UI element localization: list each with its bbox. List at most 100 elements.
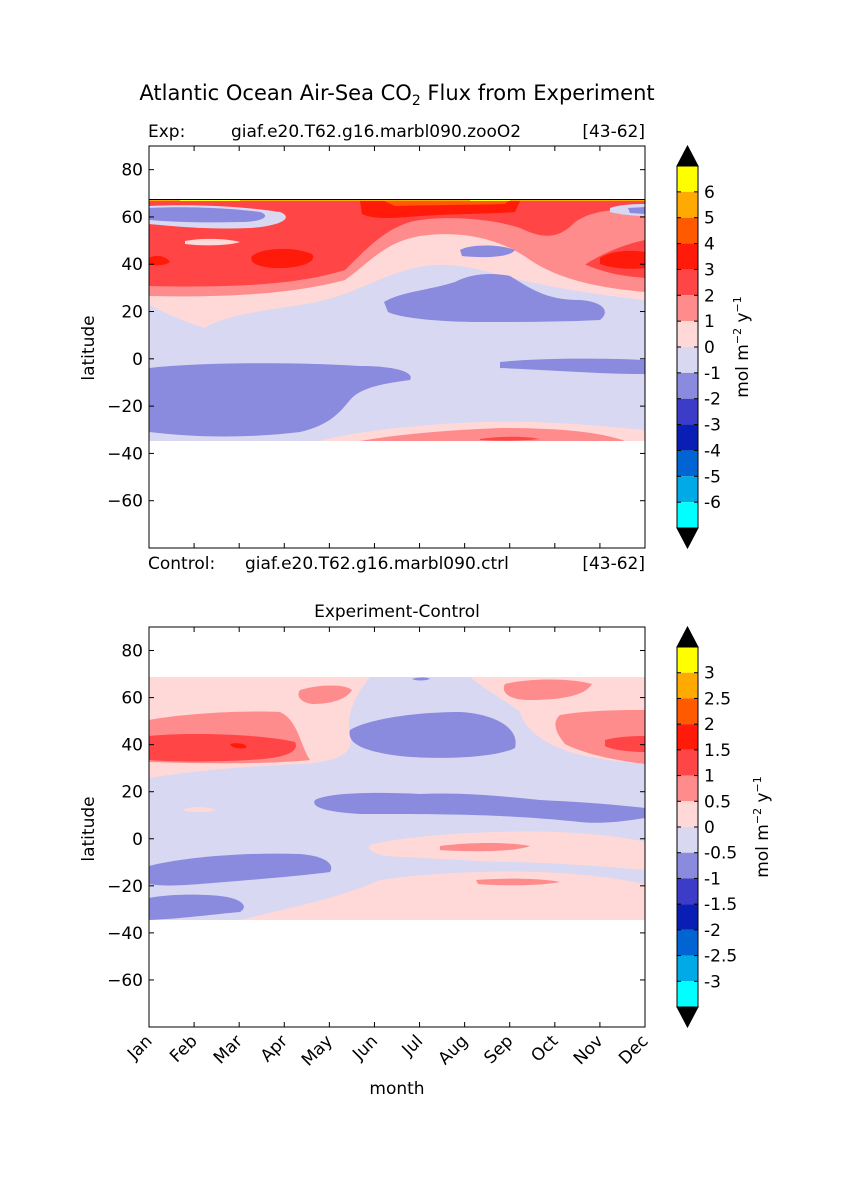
colorbar-tick-label: -1 [704, 869, 721, 889]
colorbar-tick-label: 1.5 [704, 741, 731, 761]
experiment-axes-frame [148, 145, 646, 549]
colorbar-tick-label: -2 [704, 921, 721, 941]
colorbar-swatch [677, 672, 698, 699]
xtick-label-jul: Jul [398, 1031, 427, 1060]
band-2-3-south [480, 436, 540, 441]
difference-axes-frame [148, 626, 646, 1028]
colorbar-swatch [677, 166, 698, 192]
band-neg2-neg1-south [149, 363, 411, 437]
ytick-label: 80 [121, 161, 143, 181]
xtick-label-nov: Nov [570, 1031, 608, 1069]
colorbar-swatch [677, 476, 698, 503]
figure-title: Atlantic Ocean Air-Sea CO2 Flux from Exp… [139, 81, 654, 109]
band-1-2-south [360, 428, 625, 441]
colorbar-swatch [677, 295, 698, 322]
colorbar-tick-label: 1 [704, 767, 715, 787]
ytick-label: 0 [132, 830, 143, 850]
colorbar-swatch [677, 775, 698, 802]
band-neg1-neg05-south [149, 853, 332, 886]
colorbar-tick-label: 2 [704, 715, 715, 735]
ytick-label: 20 [121, 303, 143, 323]
xtick-label-apr: Apr [257, 1031, 292, 1066]
control-case-name: giaf.e20.T62.g16.marbl090.ctrl [245, 554, 509, 574]
colorbar-swatch [677, 424, 698, 451]
colorbar-tick-label: -1 [704, 364, 721, 384]
experiment-panel: Exp: giaf.e20.T62.g16.marbl090.zooO2 [43… [79, 122, 646, 574]
xtick-label-dec: Dec [615, 1031, 652, 1068]
band-neg2-neg1-central [384, 274, 605, 322]
experiment-ylabel: latitude [79, 315, 99, 380]
colorbar-tick-label: -3 [704, 416, 721, 436]
colorbar-tick-label: -1.5 [704, 895, 737, 915]
band-05-1-south [476, 878, 560, 886]
difference-xlabel: month [369, 1079, 424, 1099]
experiment-yticks: 80 60 40 20 0 −20 −40 −60 [107, 146, 646, 548]
colorbar-tick-label: 2.5 [704, 689, 731, 709]
colorbar-tick-label: 3 [704, 260, 715, 280]
colorbar-swatch [677, 955, 698, 982]
xtick-label-may: May [298, 1031, 337, 1070]
ytick-label: −20 [107, 397, 143, 417]
colorbar-swatch [677, 398, 698, 425]
colorbar-tick-label: -0.5 [704, 844, 737, 864]
exp-case-name: giaf.e20.T62.g16.marbl090.zooO2 [231, 122, 521, 142]
colorbar-extend-min [676, 1006, 699, 1029]
band-neg2-neg1-mid [460, 245, 515, 258]
band-15-2-west [230, 743, 247, 749]
band-05-1-north [298, 685, 352, 704]
colorbar-swatch [677, 981, 698, 1007]
ytick-label: 60 [121, 208, 143, 228]
band-neg1-neg05-mid [314, 792, 645, 823]
ytick-label: 0 [132, 350, 143, 370]
colorbar-tick-label: -6 [704, 493, 721, 513]
colorbar-tick-label: -2.5 [704, 947, 737, 967]
xtick-label-feb: Feb [166, 1031, 201, 1066]
colorbar-swatch [677, 827, 698, 853]
band-05-1-equator [440, 843, 530, 852]
colorbar-tick-label: 0 [704, 818, 715, 838]
difference-yticks: 80 60 40 20 0 −20 −40 −60 [107, 642, 645, 991]
colorbar-extend-min [676, 527, 699, 550]
colorbar-swatch [677, 502, 698, 528]
control-years: [43-62] [582, 554, 645, 574]
difference-colorbar: 3 2.5 2 1.5 1 0.5 0 -0.5 -1 -1.5 -2 -2.5 -3 mol m−2 y… [676, 625, 773, 1029]
band-0-05-equator [368, 831, 645, 870]
band-3-4-west-b [149, 255, 170, 266]
band-1-15-east [605, 736, 645, 752]
colorbar-swatch [677, 347, 698, 373]
colorbar-swatch [677, 878, 698, 905]
ytick-label: 20 [121, 783, 143, 803]
colorbar-tick-label: -2 [704, 390, 721, 410]
difference-panel: Experiment-Control [79, 602, 653, 1099]
band-1-2-east [575, 212, 645, 268]
experiment-colorbar: 6 5 4 3 2 1 0 -1 -2 -3 -4 -5 -6 mol m−2 y−1 [676, 144, 753, 550]
colorbar-swatch [677, 243, 698, 270]
xtick-label-mar: Mar [210, 1031, 247, 1068]
colorbar-swatch [677, 321, 698, 347]
ytick-label: 40 [121, 255, 143, 275]
band-neg2-neg1-northeast [628, 207, 645, 214]
colorbar-tick-label: 1 [704, 312, 715, 332]
colorbar-tick-label: -3 [704, 972, 721, 992]
colorbar-label: mol m−2 y−1 [731, 296, 753, 398]
colorbar-tick-label: 0.5 [704, 792, 731, 812]
colorbar-tick-label: 2 [704, 286, 715, 306]
colorbar-swatch [677, 904, 698, 930]
ytick-label: −20 [107, 877, 143, 897]
difference-ylabel: latitude [79, 796, 99, 861]
difference-title: Experiment-Control [314, 602, 480, 622]
band-neg2-neg1-east [500, 358, 645, 374]
band-3-4-west [251, 248, 314, 268]
colorbar-swatch [677, 372, 698, 399]
colorbar-swatch [677, 269, 698, 296]
colorbar-tick-label: 5 [704, 209, 715, 229]
colorbar-swatch [677, 191, 698, 218]
xtick-label-jun: Jun [348, 1031, 382, 1065]
colorbar-label: mol m−2 y−1 [751, 776, 773, 878]
ytick-label: −40 [107, 444, 143, 464]
band-pink-streak [185, 238, 240, 246]
colorbar-swatch [677, 450, 698, 477]
band-neg2-neg1-northwest [149, 207, 266, 223]
xtick-label-sep: Sep [480, 1031, 517, 1068]
colorbar-extend-max [676, 144, 699, 167]
